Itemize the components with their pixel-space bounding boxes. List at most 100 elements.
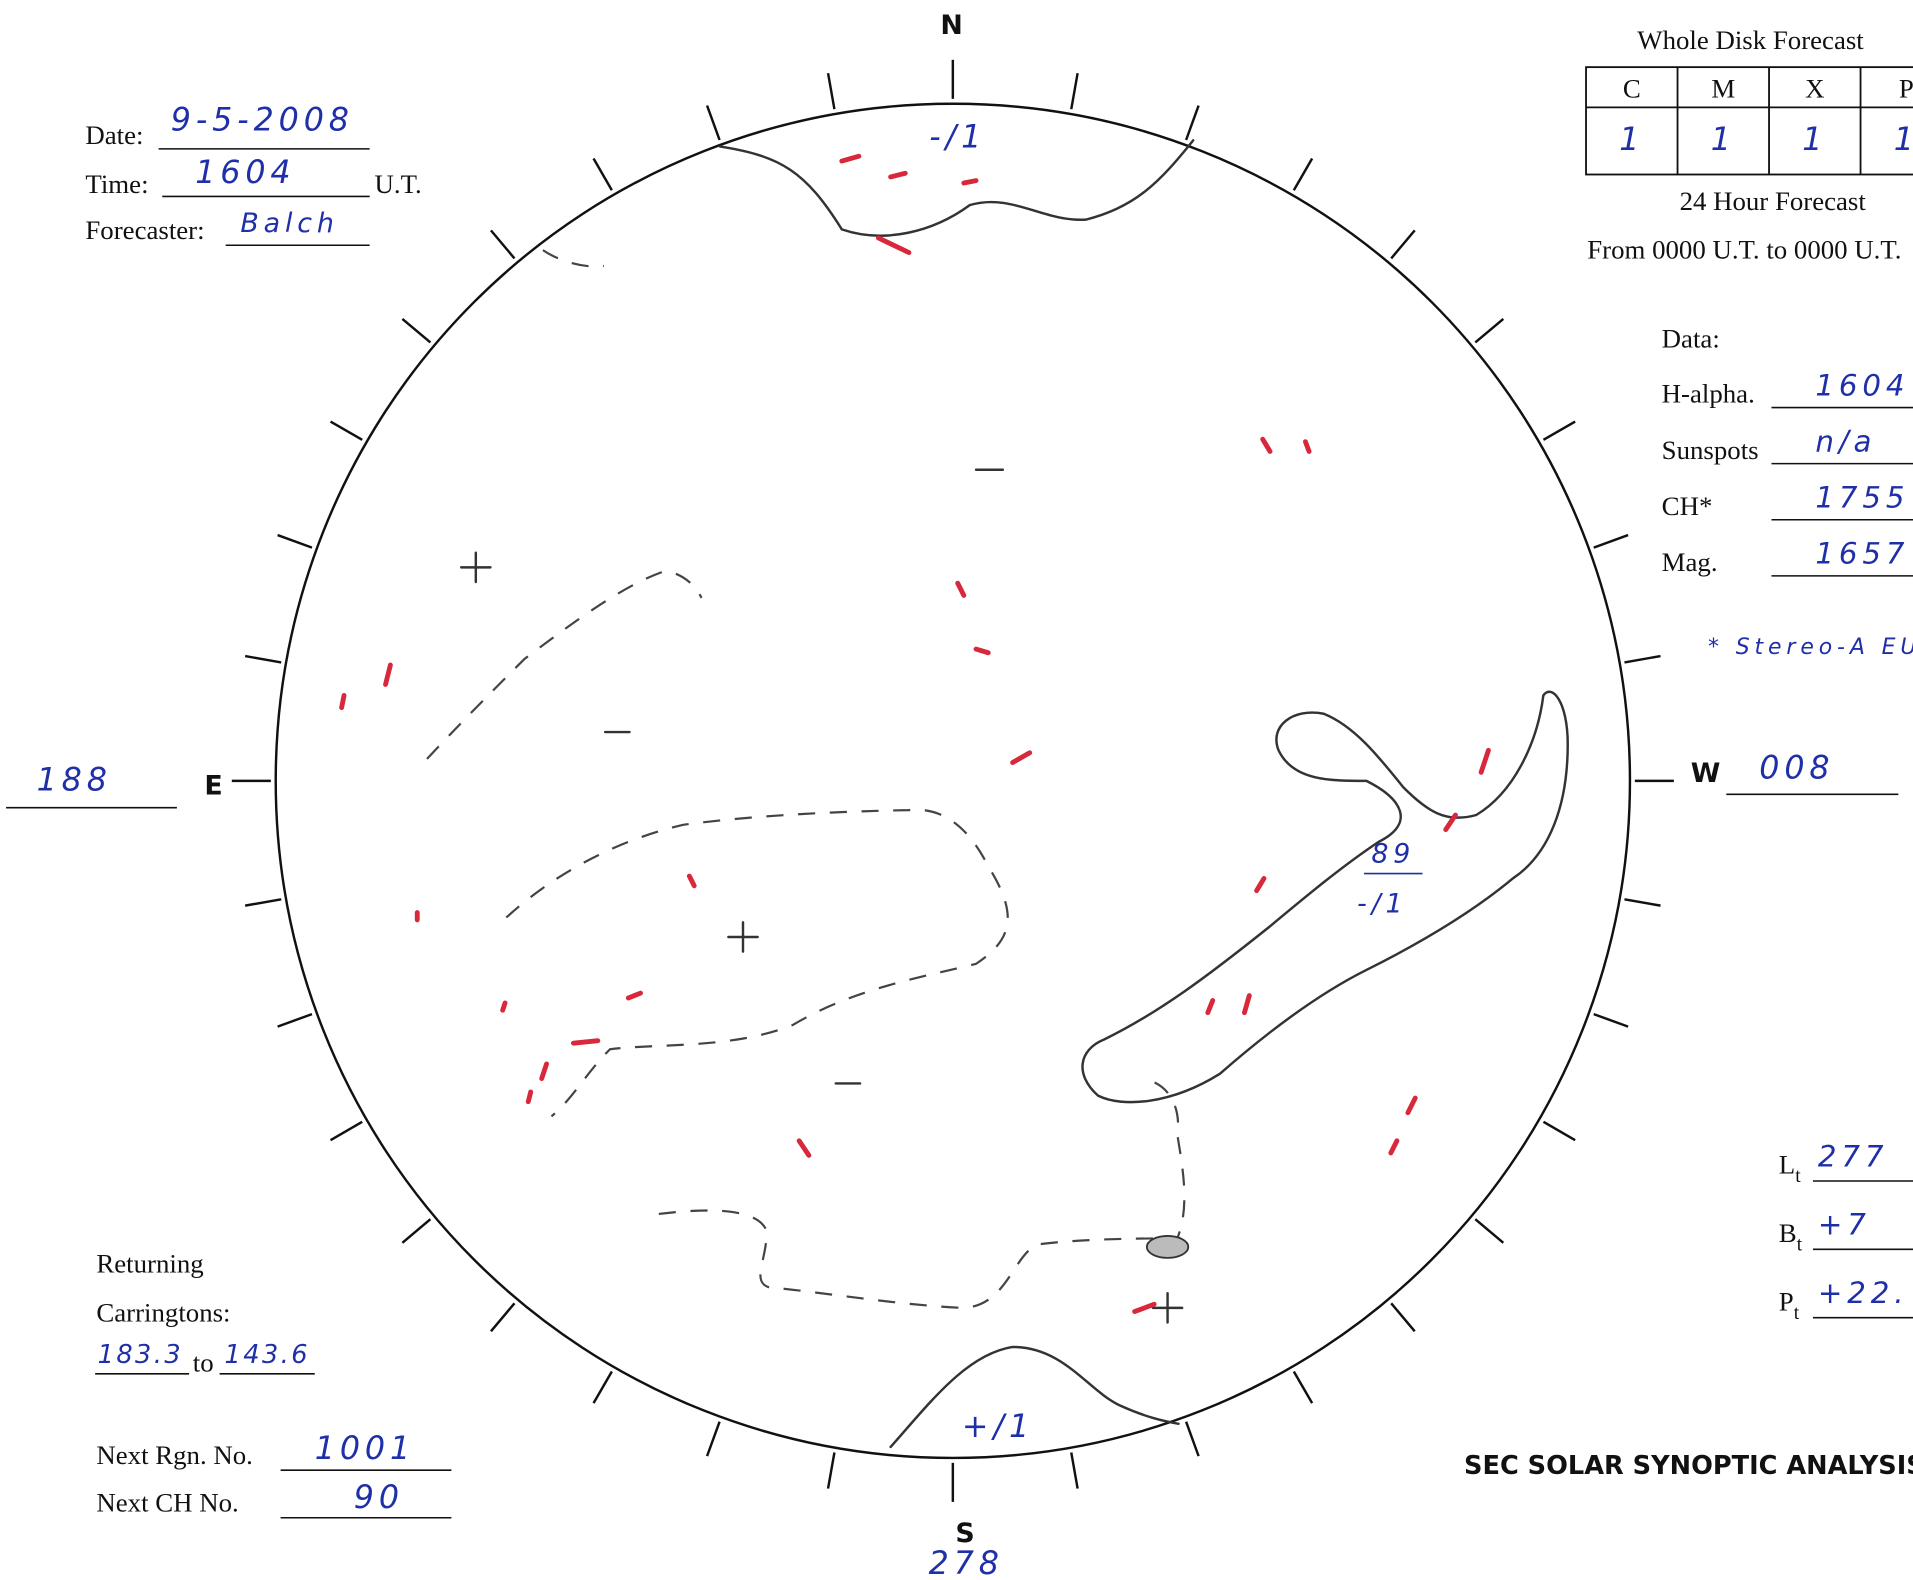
degree-tick (1186, 106, 1199, 140)
degree-tick (245, 656, 281, 662)
next-rgn-value: 1001 (315, 1431, 415, 1467)
annotation: +/1 (962, 1409, 1034, 1445)
column-header: X (1805, 74, 1824, 104)
degree-tick (1594, 1014, 1628, 1027)
data-value: 1657 (1815, 537, 1909, 571)
column-header: P (1899, 74, 1913, 104)
next-ch-label: Next CH No. (96, 1488, 238, 1518)
forecast-table: C 1 M 1 X 1 P 1 (1586, 67, 1913, 174)
data-title: Data: (1662, 324, 1720, 354)
orientation-subscript: t (1794, 1303, 1800, 1324)
degree-tick (1543, 1122, 1575, 1140)
degree-tick (594, 1371, 612, 1403)
degree-tick (402, 1219, 430, 1243)
orientation-value: 277 (1818, 1139, 1889, 1173)
sunspot-region (1147, 1236, 1188, 1258)
data-label: CH* (1662, 491, 1713, 521)
next-rgn-label: Next Rgn. No. (96, 1440, 252, 1470)
forecast-title: Whole Disk Forecast (1637, 25, 1864, 55)
orientation-label: Pt (1779, 1286, 1800, 1324)
next-ch-value: 90 (354, 1480, 404, 1516)
forecast-value: 1 (1619, 122, 1644, 158)
degree-ticks (232, 60, 1674, 1502)
degree-tick (1071, 1452, 1077, 1488)
data-label: Sunspots (1662, 435, 1759, 465)
carrington-from: 183.3 (98, 1340, 184, 1370)
date-label: Date: (85, 120, 143, 150)
degree-tick (594, 159, 612, 191)
degree-tick (1391, 230, 1415, 258)
period-title: 24 Hour Forecast (1680, 186, 1867, 216)
east-value: 188 (37, 763, 112, 799)
degree-tick (491, 1303, 515, 1331)
forecast-value: 1 (1894, 122, 1913, 158)
orientation: Lt 277 Bt +7 Pt +22. (1779, 1139, 1913, 1324)
orientation-symbol: B (1779, 1218, 1797, 1248)
degree-tick (707, 1422, 720, 1456)
degree-tick (1294, 159, 1312, 191)
markers (461, 470, 1182, 1323)
orientation-label: Bt (1779, 1218, 1803, 1256)
orientation-subscript: t (1795, 1166, 1801, 1187)
data-label: H-alpha. (1662, 379, 1755, 409)
neutral-line (543, 250, 604, 266)
time-value: 1604 (195, 155, 295, 191)
annotation: -/1 (929, 120, 986, 156)
forecast-value: 1 (1802, 122, 1827, 158)
forecaster-label: Forecaster: (85, 215, 204, 245)
west-label: W (1691, 758, 1721, 789)
data-rows: H-alpha. 1604 Sunspots n/a CH* 1755 Mag. 1657 (1662, 368, 1913, 577)
orientation-symbol: L (1779, 1150, 1795, 1180)
forecaster-value: Balch (240, 208, 338, 239)
data-label: Mag. (1662, 547, 1718, 577)
neutral-line (427, 571, 702, 759)
synoptic-sheet: N S 278 E 188 W 008 Date: 9-5-2008 Time:… (0, 0, 1913, 1580)
degree-tick (1624, 656, 1660, 662)
degree-tick (1071, 73, 1077, 109)
degree-tick (1543, 422, 1575, 440)
coronal-hole (1082, 692, 1567, 1102)
column-header: C (1623, 74, 1641, 104)
south-label: S (955, 1518, 974, 1549)
period: From 0000 U.T. to 0000 U.T. (1587, 235, 1901, 265)
forecast-value: 1 (1711, 122, 1736, 158)
orientation-subscript: t (1797, 1235, 1803, 1256)
filaments (342, 156, 1489, 1311)
carrington-to-label: to (193, 1347, 214, 1377)
degree-tick (828, 1452, 834, 1488)
west-value: 008 (1759, 750, 1834, 786)
orientation-label: Lt (1779, 1150, 1801, 1188)
data-value: n/a (1815, 424, 1876, 458)
column-header: M (1711, 74, 1735, 104)
degree-tick (402, 319, 430, 343)
time-unit: U.T. (375, 169, 422, 199)
solar-disk (276, 104, 1630, 1458)
footer-title: SEC SOLAR SYNOPTIC ANALYSIS (1464, 1451, 1913, 1481)
degree-tick (1624, 899, 1660, 905)
time-label: Time: (85, 169, 148, 199)
degree-tick (707, 106, 720, 140)
neutral-line (659, 1080, 1185, 1308)
degree-tick (491, 230, 515, 258)
data-value: 1755 (1815, 481, 1909, 515)
date-value: 9-5-2008 (171, 103, 354, 139)
degree-tick (1475, 319, 1503, 343)
carrington-label: Returning (96, 1249, 203, 1279)
data-value: 1604 (1815, 368, 1909, 402)
orientation-value: +7 (1818, 1208, 1871, 1242)
degree-tick (1391, 1303, 1415, 1331)
degree-tick (278, 1014, 312, 1027)
degree-tick (828, 73, 834, 109)
degree-tick (1475, 1219, 1503, 1243)
degree-tick (1594, 535, 1628, 548)
carrington-to: 143.6 (224, 1340, 310, 1370)
east-label: E (204, 770, 222, 801)
data-note: * Stereo-A EUVI (1708, 635, 1913, 660)
orientation-value: +22. (1818, 1276, 1909, 1310)
page: {"compass":{"north":"N","south":"S","eas… (0, 0, 1913, 1580)
annotation: 89 (1371, 839, 1415, 870)
neutral-line (506, 810, 1007, 1117)
degree-tick (331, 1122, 363, 1140)
degree-tick (1186, 1422, 1199, 1456)
south-value: 278 (929, 1546, 1004, 1580)
